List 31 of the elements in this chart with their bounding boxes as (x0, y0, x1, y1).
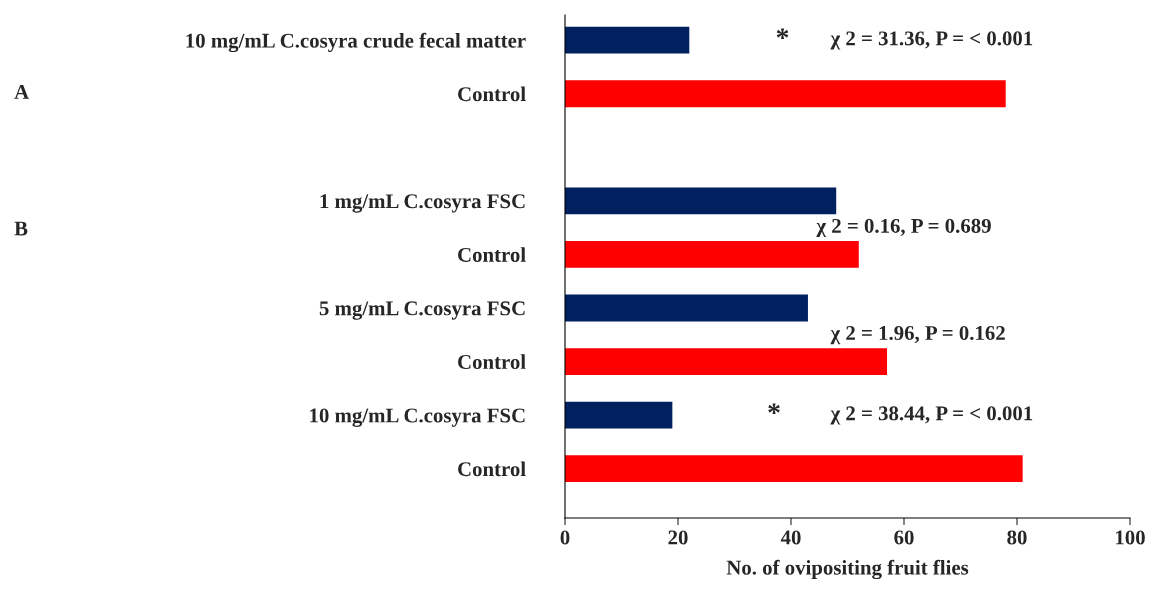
bar (565, 241, 859, 268)
y-tick-label: 5 mg/mL C.cosyra FSC (319, 301, 525, 320)
annotation: χ 2 = 31.36, P = < 0.001 (830, 31, 1033, 50)
x-tick-label: 80 (1007, 530, 1027, 545)
bar (565, 187, 837, 215)
bar (565, 401, 673, 429)
bar (565, 348, 888, 375)
annotation: χ 2 = 0.16, P = 0.689 (816, 218, 991, 238)
x-tick-label: 100 (1116, 530, 1145, 545)
y-tick-label: Control (458, 354, 526, 370)
annotation: * (776, 28, 789, 39)
text: B (14, 221, 28, 236)
x-tick-label: 40 (780, 530, 801, 545)
x-tick-label: 0 (560, 530, 570, 545)
y-tick-label: Control (458, 247, 526, 262)
bar (565, 80, 1006, 108)
x-tick-label: 20 (668, 530, 688, 545)
annotation: χ 2 = 1.96, P = 0.162 (830, 325, 1005, 345)
y-tick-label: 10 mg/mL C.cosyra crude fecal matter (186, 32, 526, 53)
y-tick-label: 1 mg/mL C.cosyra FSC (320, 194, 525, 213)
y-tick-label: Control (458, 86, 526, 102)
y-tick-label: 10 mg/mL C.cosyra FSC (310, 408, 525, 427)
annotation: χ 2 = 38.44, P = < 0.001 (830, 406, 1033, 425)
annotation: * (768, 403, 780, 414)
bar (565, 294, 808, 322)
x-tick-label: 60 (894, 530, 914, 545)
bar (565, 26, 690, 54)
y-tick-label: Control (458, 461, 526, 477)
bar (565, 455, 1023, 483)
x-axis-title: No. of ovipositing fruit flies (726, 559, 969, 580)
text: A (14, 85, 30, 99)
